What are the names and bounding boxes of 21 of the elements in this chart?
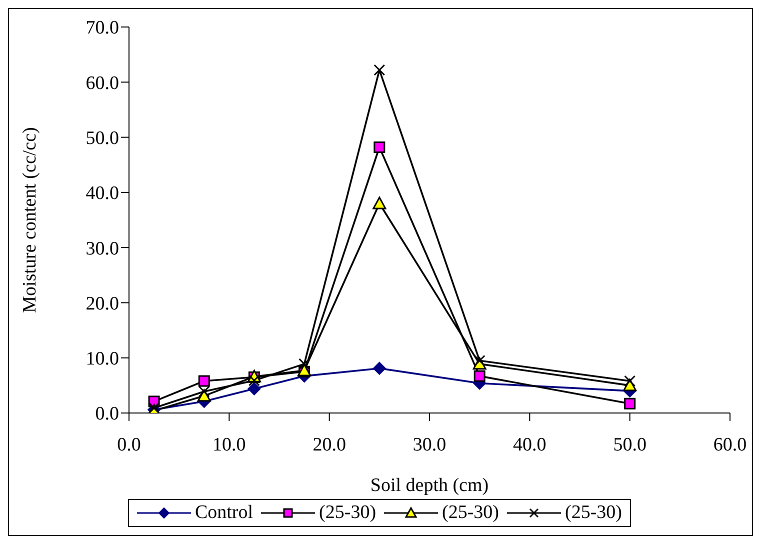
y-tick-label: 70.0 — [86, 18, 119, 39]
y-tick-label: 10.0 — [86, 348, 119, 370]
x-tick-label: 40.0 — [513, 434, 546, 456]
x-tick-label: 10.0 — [212, 434, 246, 456]
y-tick-label: 50.0 — [86, 128, 119, 150]
x-tick-label: 20.0 — [312, 434, 346, 456]
y-tick-label: 0.0 — [95, 404, 119, 425]
x-tick-label: 30.0 — [412, 434, 446, 456]
y-tick-label: 40.0 — [86, 183, 119, 204]
x-tick-label: 50.0 — [613, 434, 646, 456]
x-axis-title: Soil depth (cm) — [370, 475, 489, 496]
y-tick-label: 60.0 — [86, 72, 119, 94]
x-tick-label: 0.0 — [117, 434, 141, 456]
y-tick-label: 20.0 — [86, 293, 119, 314]
legend-label: (25-30) — [442, 502, 500, 524]
legend-label: (25-30) — [319, 502, 376, 524]
x-tick-label: 60.0 — [713, 434, 747, 456]
y-tick-label: 30.0 — [86, 238, 119, 260]
y-axis-title: Moisture content (cc/cc) — [20, 127, 41, 313]
legend-label: Control — [194, 502, 254, 524]
legend-label: (25-30) — [565, 502, 622, 524]
